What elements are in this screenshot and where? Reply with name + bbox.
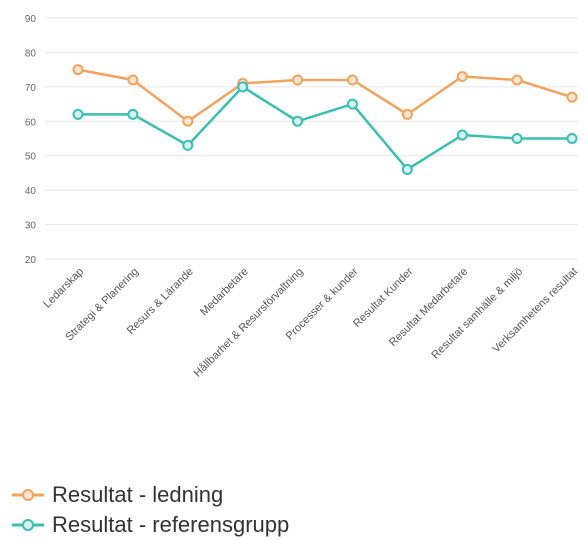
data-point-0-5[interactable] <box>346 74 358 86</box>
data-point-1-1[interactable] <box>127 108 139 120</box>
data-point-1-3[interactable] <box>237 81 249 93</box>
legend-label-referensgrupp: Resultat - referensgrupp <box>52 512 290 537</box>
y-tick-label-70: 70 <box>25 83 37 94</box>
y-tick-label-60: 60 <box>25 117 37 128</box>
data-point-0-7[interactable] <box>456 71 468 83</box>
x-tick-label-4: Hållbarhet & Resursförvaltning <box>192 266 306 380</box>
x-tick-label-8: Resultat samhälle & miljö <box>429 266 525 362</box>
data-point-1-8[interactable] <box>511 133 523 144</box>
data-point-0-1[interactable] <box>127 74 139 86</box>
legend-item-referensgrupp[interactable]: Resultat - referensgrupp <box>10 510 289 540</box>
y-tick-label-80: 80 <box>25 48 37 59</box>
y-tick-label-50: 50 <box>25 152 37 163</box>
legend-marker-ledning <box>12 489 44 501</box>
data-point-0-6[interactable] <box>401 108 413 120</box>
data-point-0-2[interactable] <box>182 115 194 127</box>
data-point-1-7[interactable] <box>456 129 468 141</box>
x-tick-label-0: Ledarskap <box>41 266 86 311</box>
data-point-0-9[interactable] <box>566 91 578 103</box>
y-tick-label-90: 90 <box>25 14 37 25</box>
data-point-1-6[interactable] <box>401 163 413 175</box>
data-point-1-4[interactable] <box>292 115 304 127</box>
data-point-1-2[interactable] <box>182 139 194 151</box>
legend-marker-referensgrupp <box>12 519 44 531</box>
series-line-1 <box>78 85 572 171</box>
legend-label-ledning: Resultat - ledning <box>52 482 224 507</box>
data-point-1-9[interactable] <box>566 133 578 144</box>
y-tick-label-30: 30 <box>25 221 37 232</box>
x-tick-label-3: Medarbetare <box>198 266 251 319</box>
series-line-0 <box>77 68 573 123</box>
y-tick-label-20: 20 <box>25 255 37 266</box>
data-point-1-5[interactable] <box>346 98 358 110</box>
legend: Resultat - ledning Resultat - referensgr… <box>10 480 289 540</box>
data-point-0-8[interactable] <box>511 74 523 86</box>
data-point-0-4[interactable] <box>292 74 304 86</box>
data-point-1-0[interactable] <box>72 108 84 120</box>
data-point-0-0[interactable] <box>72 64 84 76</box>
legend-item-ledning[interactable]: Resultat - ledning <box>10 480 289 510</box>
y-tick-label-40: 40 <box>25 186 37 197</box>
